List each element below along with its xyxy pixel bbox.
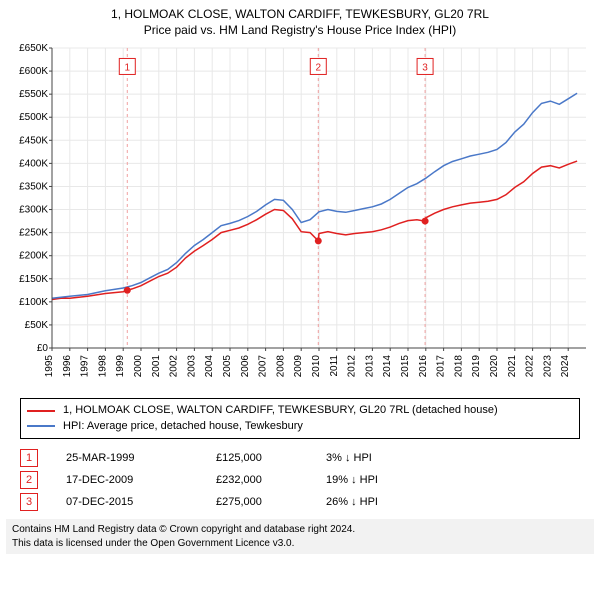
sale-date: 17-DEC-2009 [66,474,216,486]
svg-text:3: 3 [422,63,428,74]
attribution-footer: Contains HM Land Registry data © Crown c… [6,519,594,554]
svg-text:2015: 2015 [400,355,411,378]
svg-text:2019: 2019 [471,355,482,378]
title-line-2: Price paid vs. HM Land Registry's House … [6,22,594,38]
svg-text:2012: 2012 [347,355,358,378]
svg-text:2016: 2016 [418,355,429,378]
svg-text:1995: 1995 [44,355,55,378]
svg-text:2005: 2005 [222,355,233,378]
svg-text:1998: 1998 [97,355,108,378]
svg-text:2022: 2022 [525,355,536,378]
sale-date: 25-MAR-1999 [66,452,216,464]
svg-text:£500K: £500K [19,113,48,124]
svg-text:£650K: £650K [19,43,48,54]
title-line-1: 1, HOLMOAK CLOSE, WALTON CARDIFF, TEWKES… [6,6,594,22]
svg-text:2006: 2006 [240,355,251,378]
svg-text:£350K: £350K [19,182,48,193]
svg-text:2013: 2013 [364,355,375,378]
svg-text:1996: 1996 [62,355,73,378]
sale-hpi-diff: 3% ↓ HPI [326,452,496,464]
svg-text:2014: 2014 [382,355,393,378]
sale-row: 2 17-DEC-2009£232,00019% ↓ HPI [20,469,580,491]
svg-text:£300K: £300K [19,205,48,216]
svg-text:£550K: £550K [19,90,48,101]
legend-label: 1, HOLMOAK CLOSE, WALTON CARDIFF, TEWKES… [63,403,498,418]
svg-text:£200K: £200K [19,251,48,262]
svg-text:1997: 1997 [80,355,91,378]
svg-text:2: 2 [316,63,322,74]
legend-item: HPI: Average price, detached house, Tewk… [27,419,573,434]
svg-text:£450K: £450K [19,136,48,147]
footer-line-1: Contains HM Land Registry data © Crown c… [12,523,588,537]
svg-text:2001: 2001 [151,355,162,378]
svg-text:2021: 2021 [507,355,518,378]
legend-box: 1, HOLMOAK CLOSE, WALTON CARDIFF, TEWKES… [20,398,580,439]
sale-price: £232,000 [216,474,326,486]
svg-text:2009: 2009 [293,355,304,378]
svg-text:£600K: £600K [19,66,48,77]
svg-text:2020: 2020 [489,355,500,378]
legend-swatch [27,410,55,412]
svg-text:£50K: £50K [25,320,49,331]
svg-text:2023: 2023 [542,355,553,378]
sales-table: 1 25-MAR-1999£125,0003% ↓ HPI 2 17-DEC-2009… [20,447,580,513]
svg-text:2002: 2002 [169,355,180,378]
legend-item: 1, HOLMOAK CLOSE, WALTON CARDIFF, TEWKES… [27,403,573,418]
sale-marker-box: 3 [20,493,38,511]
sale-row: 1 25-MAR-1999£125,0003% ↓ HPI [20,447,580,469]
sale-date: 07-DEC-2015 [66,496,216,508]
svg-text:£100K: £100K [19,297,48,308]
svg-text:2003: 2003 [186,355,197,378]
sale-hpi-diff: 19% ↓ HPI [326,474,496,486]
svg-text:£0: £0 [37,343,49,354]
footer-line-2: This data is licensed under the Open Gov… [12,537,588,551]
plot-area: 1 2 3 £0 £50K £100K £150K £200K £250K £300K £350K £… [6,42,594,392]
sale-marker-box: 1 [20,449,38,467]
svg-text:2024: 2024 [560,355,571,378]
svg-text:£400K: £400K [19,159,48,170]
svg-text:2011: 2011 [329,355,340,377]
svg-text:2010: 2010 [311,355,322,378]
svg-text:2000: 2000 [133,355,144,378]
sale-price: £125,000 [216,452,326,464]
chart-container: 1, HOLMOAK CLOSE, WALTON CARDIFF, TEWKES… [0,0,600,558]
svg-text:£250K: £250K [19,228,48,239]
svg-text:2007: 2007 [258,355,269,378]
svg-text:2018: 2018 [453,355,464,378]
sale-price: £275,000 [216,496,326,508]
svg-text:2008: 2008 [275,355,286,378]
chart-titles: 1, HOLMOAK CLOSE, WALTON CARDIFF, TEWKES… [6,6,594,38]
chart-svg: 1 2 3 £0 £50K £100K £150K £200K £250K £300K £350K £… [6,42,594,392]
svg-text:1999: 1999 [115,355,126,378]
sale-row: 3 07-DEC-2015£275,00026% ↓ HPI [20,491,580,513]
svg-text:2004: 2004 [204,355,215,378]
sale-marker-box: 2 [20,471,38,489]
legend-label: HPI: Average price, detached house, Tewk… [63,419,303,434]
legend-swatch [27,425,55,427]
sale-hpi-diff: 26% ↓ HPI [326,496,496,508]
svg-text:2017: 2017 [436,355,447,378]
svg-text:£150K: £150K [19,274,48,285]
svg-text:1: 1 [125,63,131,74]
